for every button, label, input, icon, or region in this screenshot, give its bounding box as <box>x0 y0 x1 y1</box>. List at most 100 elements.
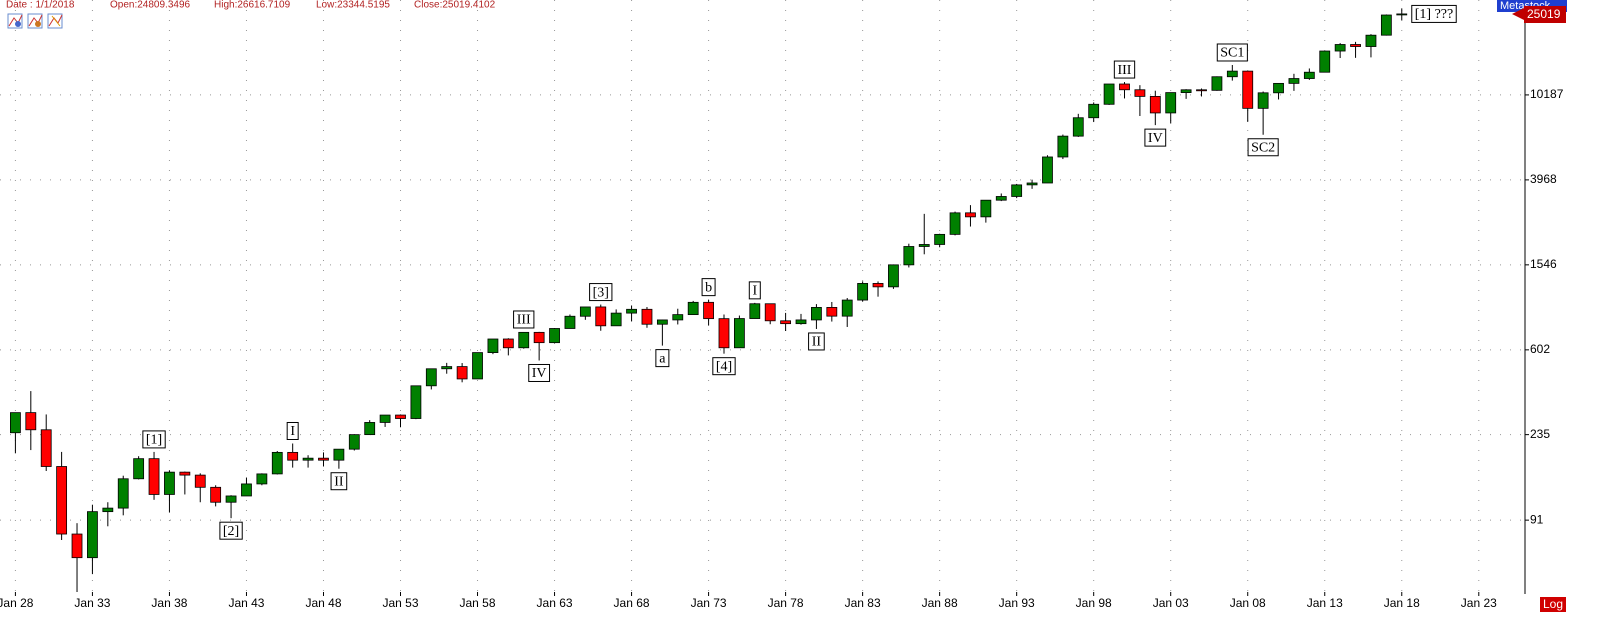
candle <box>1149 90 1161 126</box>
candle <box>179 471 191 495</box>
candle <box>1288 73 1300 91</box>
candle <box>348 434 360 451</box>
candle <box>1180 89 1192 99</box>
candle <box>241 477 252 497</box>
candle <box>133 456 145 480</box>
log-button-label[interactable]: Log <box>1543 597 1563 611</box>
candle <box>395 414 406 428</box>
candle <box>318 452 329 467</box>
candle <box>656 319 668 346</box>
y-tick-label: 91 <box>1530 512 1544 526</box>
candle-body <box>133 458 145 480</box>
candle <box>672 308 684 325</box>
x-tick-label: Jan 33 <box>74 596 110 610</box>
x-tick-label: Jan 48 <box>305 596 341 610</box>
candle-body <box>903 246 915 266</box>
wave-label: II <box>330 472 348 491</box>
wave-label-text: SC2 <box>1251 140 1275 155</box>
candle <box>56 451 68 541</box>
candle-body <box>456 366 468 380</box>
candle-body <box>1380 14 1392 36</box>
candle-body <box>733 318 745 349</box>
wave-label-box <box>142 430 166 449</box>
wave-label: III <box>1113 60 1136 79</box>
candle-body <box>857 283 869 301</box>
candle-body <box>333 448 345 461</box>
wave-label-box <box>748 281 761 300</box>
candle <box>425 368 437 390</box>
candle-body <box>364 422 376 436</box>
candle-body <box>102 507 114 513</box>
candle <box>995 193 1007 202</box>
tool-icon[interactable] <box>47 13 63 29</box>
candle <box>441 362 453 374</box>
x-tick-label: Jan 73 <box>691 596 727 610</box>
candle <box>626 305 637 322</box>
wave-label-box <box>1144 128 1167 147</box>
wave-label-text: II <box>812 335 822 350</box>
candle <box>456 363 468 383</box>
candle-body <box>194 474 206 488</box>
candle-body <box>780 320 792 325</box>
wave-label-box <box>808 332 825 351</box>
candle <box>1350 41 1361 58</box>
candle <box>1057 134 1069 160</box>
candle <box>302 455 314 468</box>
wave-label-text: b <box>705 280 712 295</box>
candle <box>610 309 622 327</box>
candle <box>795 313 807 325</box>
wave-label: I <box>286 421 299 440</box>
candle-body <box>302 457 314 461</box>
wave-label-text: IV <box>1148 131 1163 146</box>
candle <box>1165 92 1177 124</box>
candle <box>641 307 653 328</box>
candle-body <box>210 486 222 503</box>
candle-body <box>287 451 299 461</box>
candle <box>1242 70 1254 122</box>
log-button[interactable]: Log <box>1540 597 1566 612</box>
candle-body <box>672 314 684 321</box>
candle-body <box>256 473 268 485</box>
wave-label-text: [1] <box>146 433 162 448</box>
info-high: High:26616.7109 <box>214 0 291 11</box>
candle-body <box>71 533 83 559</box>
brand: Metastock <box>1500 0 1551 12</box>
wave-label-box <box>513 310 535 329</box>
candle-body <box>995 196 1007 201</box>
candle <box>1211 76 1223 91</box>
candle-body <box>117 478 129 509</box>
wave-label-text: III <box>1117 63 1131 78</box>
candle-body <box>1396 13 1408 16</box>
candle <box>549 328 560 344</box>
y-tick-label: 10187 <box>1530 87 1564 101</box>
candle-body <box>1365 34 1377 47</box>
candle <box>1011 183 1023 199</box>
tool-icon[interactable] <box>27 13 43 29</box>
candle-body <box>687 301 699 316</box>
x-tick-label: Jan 08 <box>1230 596 1266 610</box>
candle-body <box>826 307 838 317</box>
candle <box>1319 50 1331 73</box>
candle-body <box>487 338 499 353</box>
candle <box>780 312 792 332</box>
candle <box>949 211 961 236</box>
candle <box>487 338 499 355</box>
wave-label: III <box>513 310 535 329</box>
annotations: [1][2]IIIIIIIV[3]ab[4]IIIIIIIVSC1SC2[1] … <box>142 4 1457 540</box>
candle <box>1365 34 1377 58</box>
wave-label-box <box>1113 60 1136 79</box>
wave-label-text: a <box>659 351 666 366</box>
wave-label-text: I <box>752 284 757 299</box>
candle <box>472 352 483 380</box>
candle-body <box>1257 92 1269 109</box>
candle <box>826 301 838 322</box>
candle-body <box>425 368 437 387</box>
wave-label: IV <box>1144 128 1167 147</box>
candle-body <box>1072 117 1084 137</box>
candle <box>210 485 222 507</box>
wave-label-text: II <box>334 474 344 489</box>
x-tick-label: Jan 58 <box>460 596 496 610</box>
candle <box>364 420 376 436</box>
candle <box>687 300 699 316</box>
